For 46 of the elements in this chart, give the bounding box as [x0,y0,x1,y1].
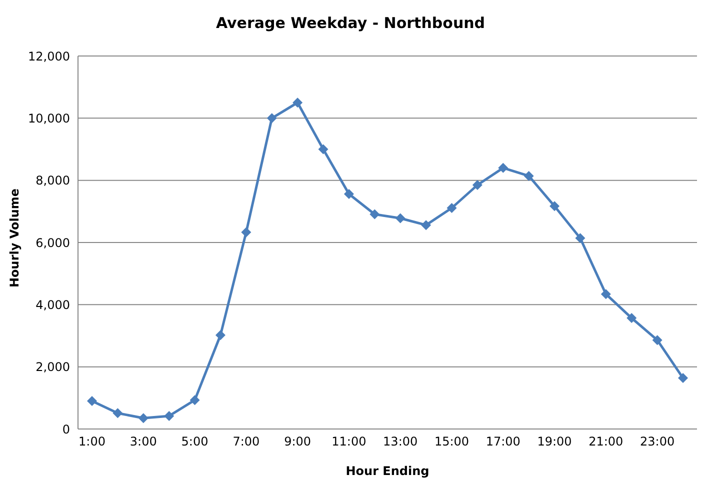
y-axis-title: Hourly Volume [7,188,22,288]
x-tick-label: 23:00 [640,434,675,449]
point [241,227,252,238]
point [395,213,406,224]
point [446,203,457,213]
x-tick-label: 3:00 [130,434,157,449]
x-tick-label: 17:00 [486,434,520,449]
x-tick-label: 13:00 [383,434,418,449]
chart-title: Average Weekday - Northbound [214,14,486,32]
x-tick-label: 15:00 [434,434,470,449]
point [678,373,688,384]
point [164,410,174,421]
x-tick-label: 11:00 [332,434,366,449]
x-tick-label: 21:00 [588,434,624,449]
x-tick-label: 9:00 [284,434,312,449]
point [138,413,148,424]
x-tick-label: 5:00 [181,434,208,449]
point [550,201,560,212]
y-tick-label: 8,000 [36,174,70,188]
y-tick-label: 6,000 [36,236,70,250]
point [498,162,508,173]
point [524,170,534,181]
point [626,313,637,324]
point [112,408,123,418]
x-tick-label: 7:00 [232,434,260,449]
point [575,233,586,244]
y-tick-label: 4,000 [36,298,70,312]
point [87,396,97,406]
point [292,98,303,108]
point [370,209,380,220]
point [421,220,432,230]
point [652,335,662,346]
point [190,395,200,406]
point [266,113,277,124]
point [344,189,354,200]
y-tick-label: 12,000 [28,49,70,64]
y-tick-label: 0 [62,422,70,436]
y-tick-label: 2,000 [36,360,70,374]
point [318,144,328,154]
x-axis-title: Hour Ending [346,464,430,478]
y-tick-label: 10,000 [28,111,70,126]
point [215,330,226,340]
point [472,180,482,190]
x-tick-label: 1:00 [78,434,106,449]
point [600,289,611,300]
x-tick-label: 19:00 [537,434,572,449]
